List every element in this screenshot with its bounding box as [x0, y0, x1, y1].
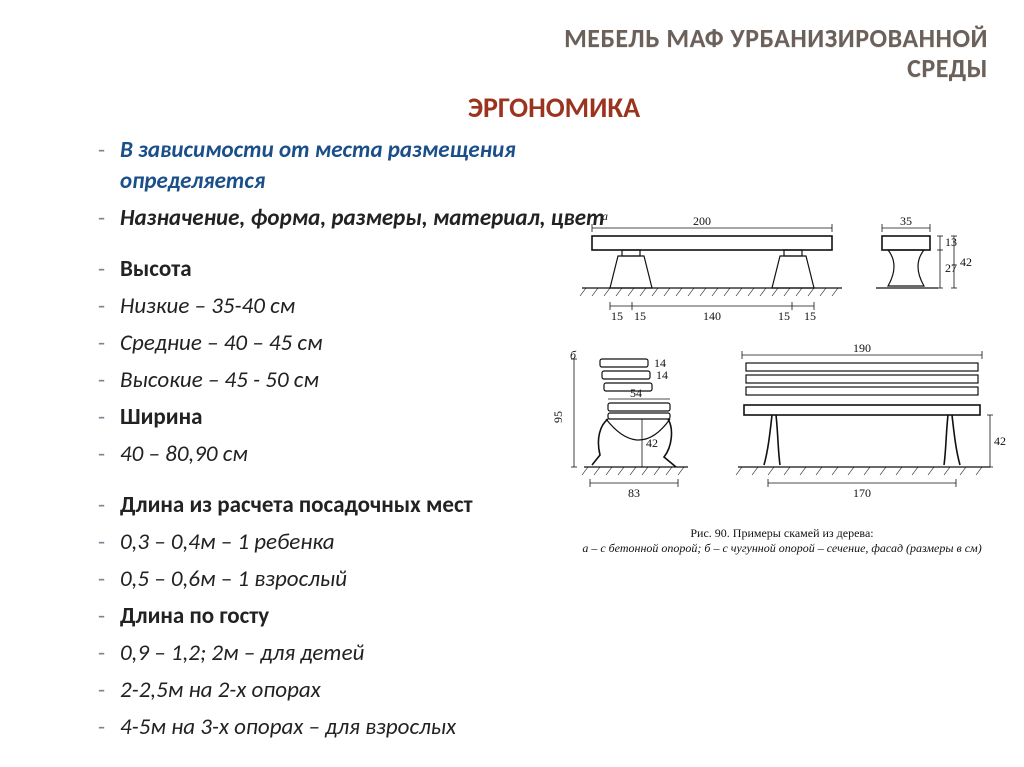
svg-text:95: 95	[551, 411, 565, 423]
fig-a-label: а	[602, 209, 608, 223]
list-item: 0,5 – 0,6м – 1 взрослый	[120, 564, 640, 595]
list-item: 4-5м на 3-х опорах – для взрослых	[120, 712, 640, 743]
list-item-text: В зависимости от места размещения опреде…	[120, 136, 516, 195]
svg-text:140: 140	[703, 309, 721, 323]
list-item-text: 0,3 – 0,4м – 1 ребенка	[120, 528, 335, 556]
figure-a: а 200	[562, 210, 1002, 340]
list-item-text: 40 – 80,90 см	[120, 440, 248, 468]
list-item-text: Ширина	[120, 403, 202, 431]
list-item-text: Длина из расчета посадочных мест	[120, 491, 473, 519]
list-item-text: 4-5м на 3-х опорах – для взрослых	[120, 713, 456, 741]
svg-text:54: 54	[630, 386, 642, 400]
svg-text:35: 35	[900, 214, 912, 228]
list-item-text: Высота	[120, 255, 192, 283]
svg-text:27: 27	[945, 261, 957, 275]
svg-text:15: 15	[804, 309, 816, 323]
list-item: 2-2,5м на 2-х опорах	[120, 675, 640, 706]
list-item-text: 0,5 – 0,6м – 1 взрослый	[120, 565, 347, 593]
caption-sub: а – с бетонной опорой; б – с чугунной оп…	[562, 541, 1002, 556]
diagram-block: а 200	[562, 210, 1002, 556]
title-line-2: СРЕДЫ	[907, 52, 988, 84]
svg-text:200: 200	[693, 214, 711, 228]
svg-text:15: 15	[611, 309, 623, 323]
svg-text:42: 42	[646, 436, 658, 450]
svg-text:190: 190	[853, 341, 871, 355]
list-item-text: Высокие – 45 - 50 см	[120, 366, 319, 394]
figure-b: б	[562, 345, 1002, 515]
figure-caption: Рис. 90. Примеры скамей из дерева: а – с…	[562, 526, 1002, 556]
list-item-text: 2-2,5м на 2-х опорах	[120, 676, 321, 704]
svg-text:14: 14	[656, 368, 668, 382]
list-item-text: Средние – 40 – 45 см	[120, 329, 323, 357]
list-item-text: Длина по госту	[120, 602, 269, 630]
page-title: МЕБЕЛЬ МАФ УРБАНИЗИРОВАННОЙ СРЕДЫ	[120, 24, 988, 84]
svg-text:13: 13	[945, 235, 957, 249]
svg-text:83: 83	[628, 486, 640, 500]
svg-text:15: 15	[634, 309, 646, 323]
fig-b-label: б	[570, 348, 577, 362]
svg-text:42: 42	[960, 255, 972, 269]
svg-text:42: 42	[994, 434, 1006, 448]
list-item: Длина по госту	[120, 601, 640, 632]
subtitle: ЭРГОНОМИКА	[120, 90, 988, 125]
caption-title: Рис. 90. Примеры скамей из дерева:	[562, 526, 1002, 541]
list-item-text: Низкие – 35-40 см	[120, 292, 295, 320]
title-line-1: МЕБЕЛЬ МАФ УРБАНИЗИРОВАННОЙ	[564, 22, 988, 54]
svg-text:15: 15	[778, 309, 790, 323]
list-item: 0,9 – 1,2; 2м – для детей	[120, 638, 640, 669]
list-item-text: Назначение, форма, размеры, материал, цв…	[120, 204, 605, 232]
svg-text:170: 170	[853, 486, 871, 500]
list-item: В зависимости от места размещения опреде…	[120, 135, 640, 197]
list-item-text: 0,9 – 1,2; 2м – для детей	[120, 639, 364, 667]
